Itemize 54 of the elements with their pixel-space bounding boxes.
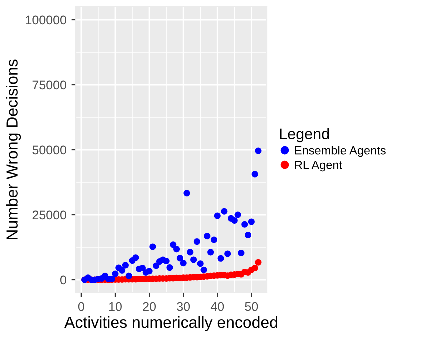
point xyxy=(119,267,126,274)
point xyxy=(252,265,258,272)
x-tick-label: 20 xyxy=(143,302,156,312)
point xyxy=(153,262,160,270)
point xyxy=(122,262,129,269)
point xyxy=(194,238,200,246)
point xyxy=(248,218,255,226)
point xyxy=(221,208,228,215)
y-tick-label: 100000 xyxy=(26,16,66,25)
point xyxy=(238,250,245,256)
point xyxy=(234,212,242,218)
point xyxy=(187,249,194,256)
point xyxy=(197,260,204,268)
point xyxy=(174,246,180,253)
point xyxy=(204,233,211,240)
point xyxy=(150,244,156,250)
legend-title: Legend xyxy=(280,128,330,143)
point xyxy=(255,259,262,266)
legend-label: Ensemble Agents xyxy=(295,146,386,158)
point xyxy=(180,260,187,267)
point xyxy=(245,232,252,239)
point xyxy=(176,255,184,262)
x-tick-label: 40 xyxy=(210,302,224,312)
point xyxy=(210,236,218,244)
point xyxy=(139,265,146,272)
point xyxy=(214,212,221,220)
point xyxy=(112,270,119,278)
point xyxy=(252,171,258,178)
point xyxy=(163,258,170,265)
point xyxy=(224,250,232,258)
legend-label: RL Agent xyxy=(295,161,342,172)
point xyxy=(166,264,174,272)
point xyxy=(242,221,248,228)
y-tick-label: 75000 xyxy=(32,80,66,90)
point xyxy=(208,249,214,256)
point xyxy=(132,254,140,262)
y-tick-label: 25000 xyxy=(32,210,66,220)
point xyxy=(126,272,132,280)
y-tick-label: 50000 xyxy=(32,146,66,155)
y-tick-label: 0 xyxy=(60,276,66,285)
x-axis-title: Activities numerically encoded xyxy=(64,316,278,332)
x-tick-label: 50 xyxy=(245,302,258,312)
point xyxy=(231,217,238,224)
point xyxy=(146,268,153,275)
point xyxy=(184,190,190,197)
point xyxy=(218,255,224,262)
point xyxy=(255,148,262,154)
x-tick-label: 30 xyxy=(177,302,190,312)
x-tick-label: 0 xyxy=(78,302,84,312)
point xyxy=(200,266,208,274)
y-axis-title: Number Wrong Decisions xyxy=(6,60,22,240)
point xyxy=(190,256,198,264)
point xyxy=(170,242,177,248)
x-tick-label: 10 xyxy=(109,302,122,312)
